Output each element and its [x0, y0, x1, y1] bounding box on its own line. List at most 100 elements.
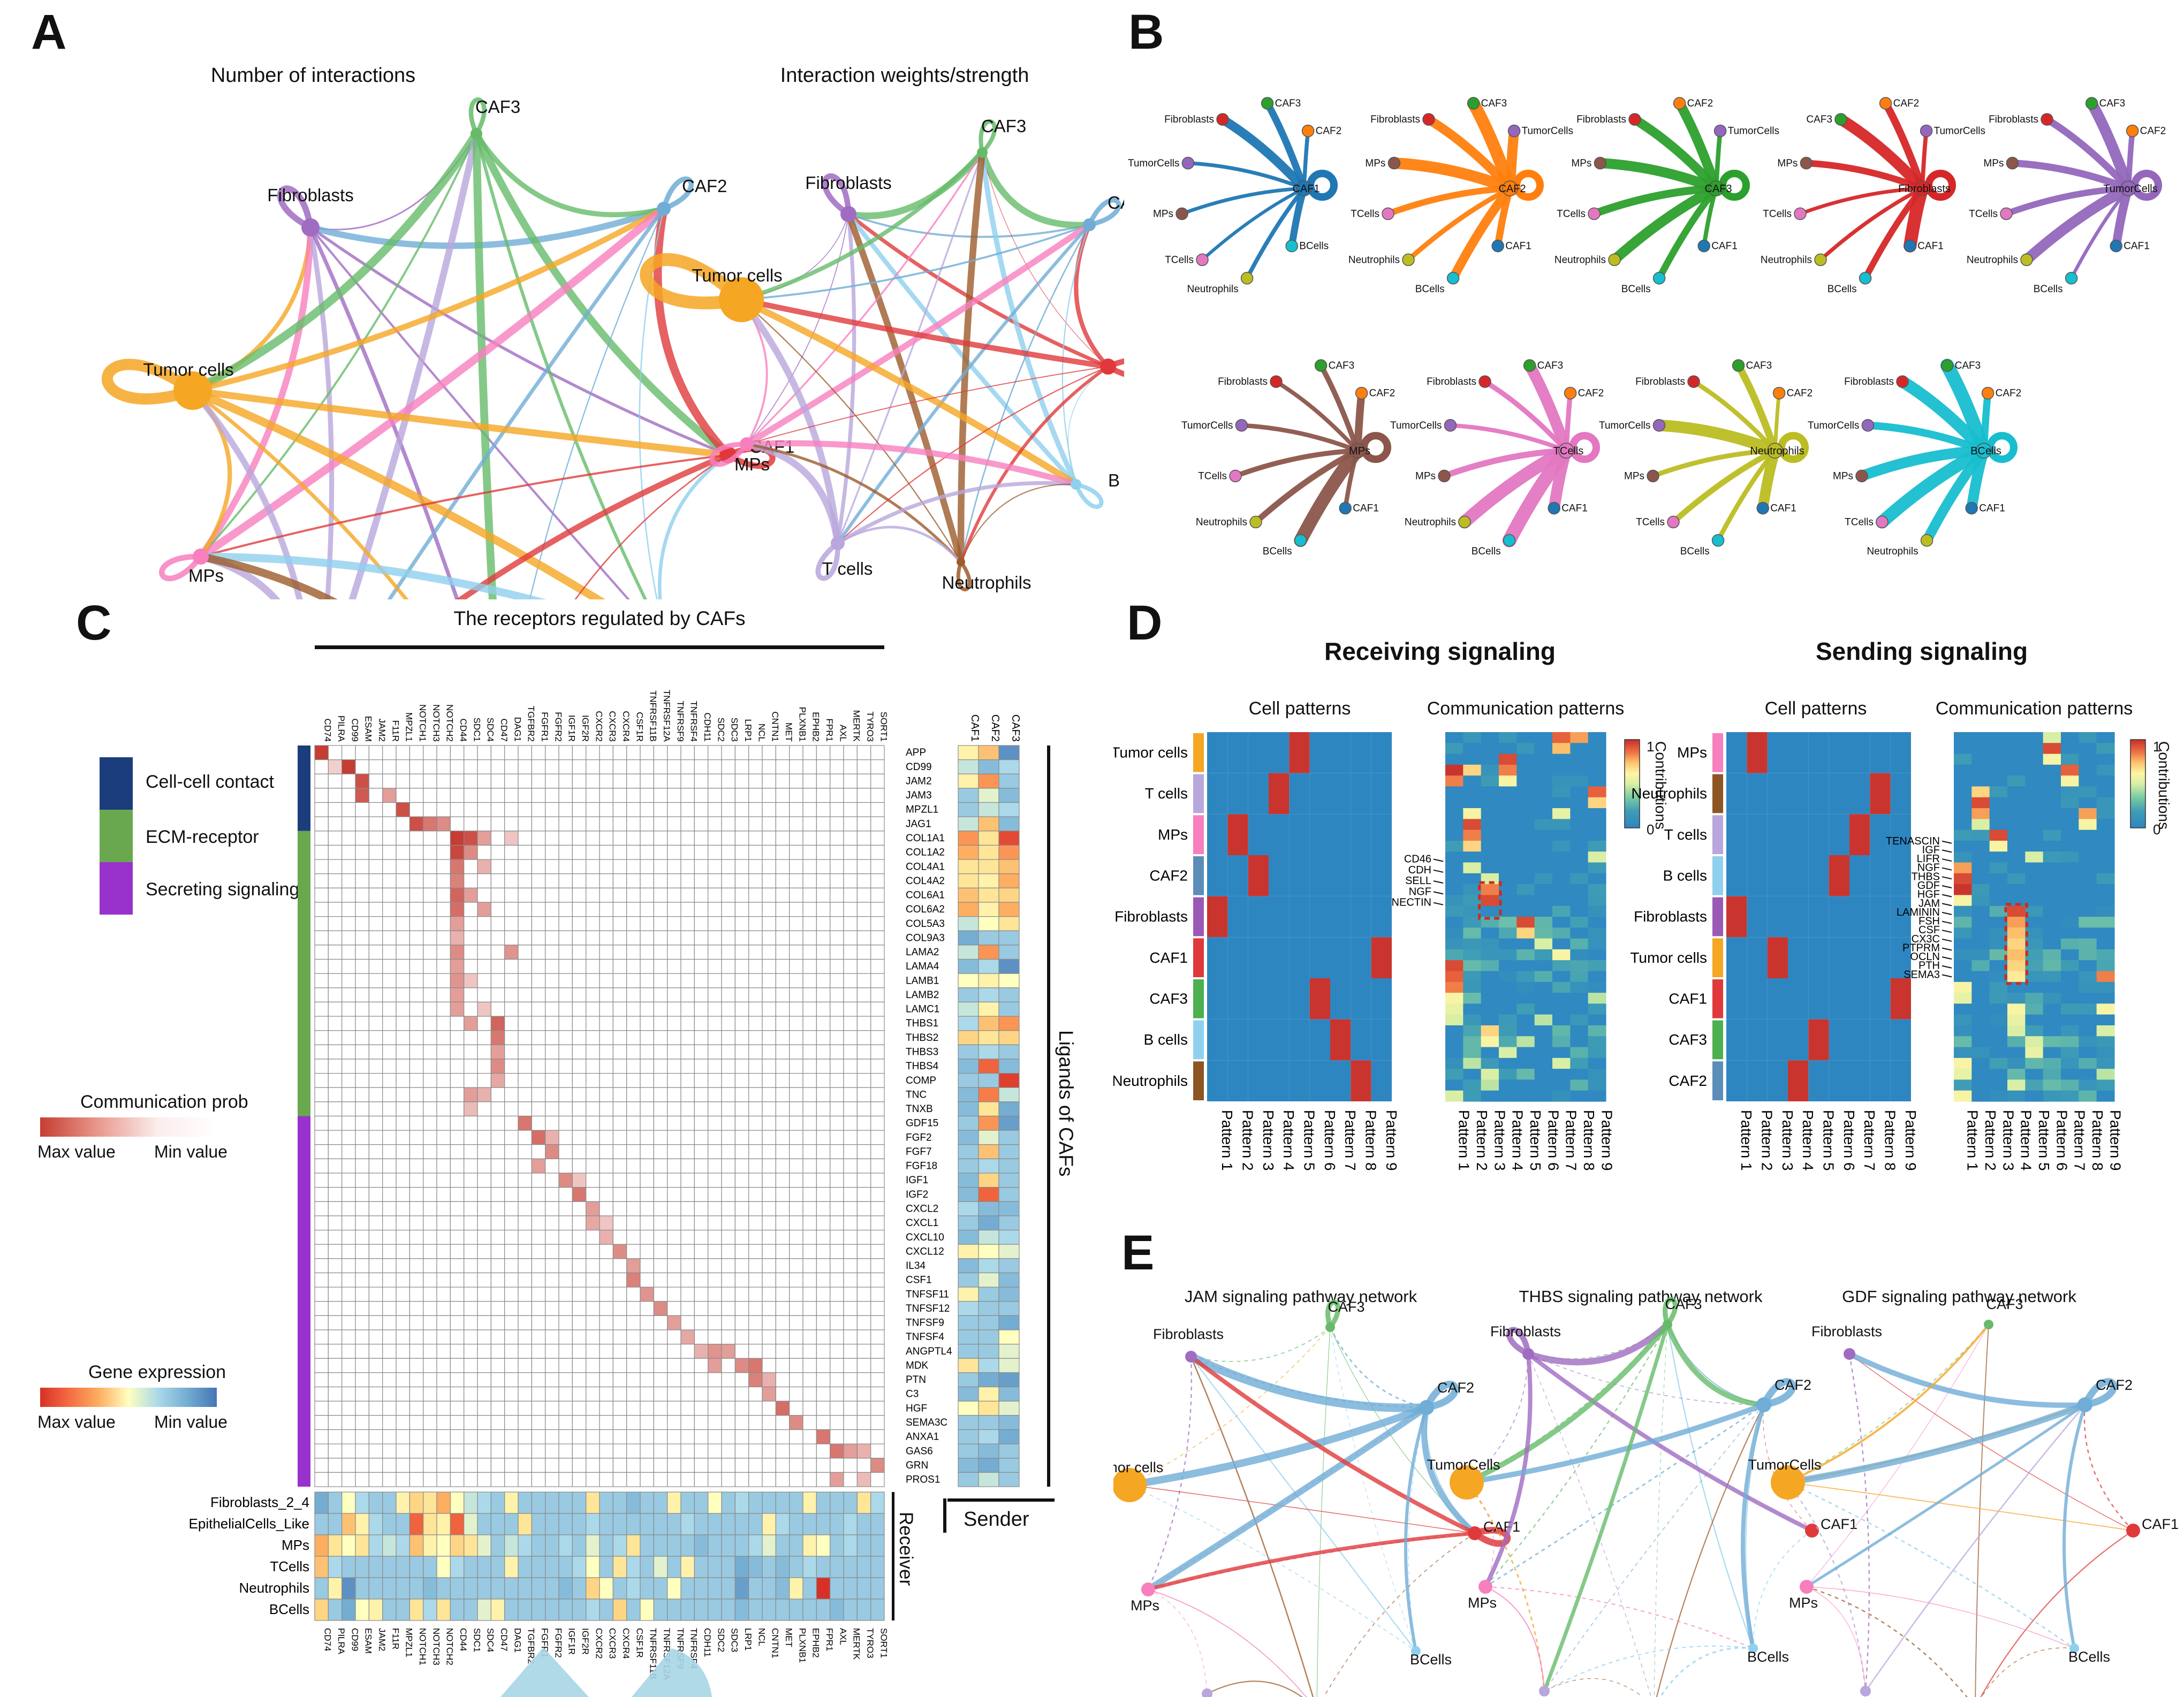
ligand-row-label: ANGPTL4: [906, 1346, 952, 1357]
prob-cell: [640, 859, 654, 874]
prob-cell: [409, 1344, 424, 1359]
prob-cell: [314, 1329, 329, 1345]
receiver-cell: [816, 1577, 831, 1600]
prob-cell: [558, 831, 573, 846]
expression-cell: [958, 1372, 979, 1388]
prob-cell: [355, 987, 369, 1003]
comm-pattern-cell: [2043, 895, 2061, 907]
expression-cell: [958, 1101, 979, 1117]
network-edge: [348, 130, 480, 599]
prob-cell: [586, 916, 600, 931]
hub-spoke: [1302, 128, 1310, 191]
comm-pattern-cell: [2007, 1057, 2026, 1069]
receiver-cell: [694, 1556, 709, 1578]
expression-cell: [958, 1229, 979, 1245]
prob-cell: [572, 1287, 587, 1302]
comm-pattern-cell: [1971, 1036, 1990, 1048]
comm-pattern-cell: [1516, 786, 1535, 798]
prob-cell: [612, 1386, 627, 1402]
ligand-row-label: ANXA1: [906, 1432, 939, 1443]
prob-cell: [342, 1130, 356, 1145]
receiver-cell: [464, 1556, 478, 1578]
prob-cell: [870, 1401, 885, 1416]
ligand-row-label: HGF: [906, 1403, 927, 1414]
prob-cell: [545, 1215, 559, 1231]
prob-cell: [667, 831, 681, 846]
prob-cell: [436, 1072, 451, 1088]
prob-cell: [368, 1386, 383, 1402]
prob-cell: [816, 788, 831, 803]
comm-pattern-cell: [2007, 830, 2026, 841]
prob-cell: [504, 1030, 519, 1045]
prob-cell: [802, 844, 817, 860]
comm-annotation-label: SEMA3: [1904, 969, 1940, 980]
cell-pattern-cell: [1330, 855, 1351, 896]
expression-cell: [998, 1315, 1020, 1330]
prob-cell: [558, 1016, 573, 1031]
prob-cell: [518, 1030, 532, 1045]
prob-cell: [734, 1101, 749, 1117]
prob-cell: [599, 1258, 613, 1274]
prob-cell: [355, 773, 369, 789]
expression-cell: [958, 1115, 979, 1131]
comm-pattern-cell: [2043, 862, 2061, 874]
cell-pattern-cell: [1747, 732, 1768, 773]
prob-cell: [789, 958, 803, 974]
prob-cell: [816, 1329, 831, 1345]
comm-pattern-cell: [1445, 1057, 1463, 1069]
comm-pattern-cell: [1588, 1047, 1606, 1059]
hub-peripheral-label: CAF2: [2140, 126, 2166, 137]
comm-pattern-cell: [1534, 840, 1553, 852]
comm-pattern-cell: [1570, 1090, 1589, 1102]
prob-cell: [626, 873, 641, 888]
prob-cell: [477, 859, 491, 874]
prob-cell: [396, 1158, 410, 1174]
pathway-node-caf1: [1805, 1524, 1819, 1538]
hub-peripheral-label: CAF2: [1369, 388, 1396, 399]
comm-pattern-cell: [1954, 1025, 1972, 1037]
prob-cell: [464, 1472, 478, 1487]
network-edge: [456, 452, 731, 599]
pathway-node-label: CAF2: [1437, 1380, 1474, 1396]
prob-cell: [477, 987, 491, 1003]
prob-cell: [396, 973, 410, 988]
prob-cell: [586, 945, 600, 960]
pathway-edge-thin: [1485, 1586, 1545, 1692]
prob-cell: [423, 945, 437, 960]
cell-pattern-cell: [1890, 896, 1911, 938]
prob-cell: [694, 1329, 709, 1345]
prob-cell: [775, 802, 790, 817]
network-self-loop: [468, 97, 487, 135]
prob-cell: [816, 873, 831, 888]
receiver-cell: [653, 1491, 668, 1514]
prob-cell: [342, 1044, 356, 1060]
cell-pattern-cell: [1269, 732, 1290, 773]
receiver-cell: [843, 1556, 858, 1578]
prob-cell: [694, 1201, 709, 1216]
prob-cell: [518, 902, 532, 917]
comm-pattern-cell: [1971, 917, 1990, 928]
prob-cell: [531, 1372, 546, 1388]
prob-cell: [450, 1415, 465, 1430]
prob-cell: [667, 1443, 681, 1459]
prob-cell: [816, 1187, 831, 1202]
receptor-col-label-bottom: MET: [784, 1628, 794, 1647]
receptor-col-label: TYRO3: [865, 711, 875, 742]
comm-pattern-cell: [2079, 775, 2097, 787]
prob-cell: [355, 1215, 369, 1231]
prob-cell: [748, 788, 763, 803]
prob-cell: [708, 1386, 722, 1402]
receiver-cell: [572, 1534, 587, 1557]
prob-cell: [816, 745, 831, 760]
cell-pattern-cell: [1269, 937, 1290, 978]
thbs-network-title: THBS signaling pathway network: [1519, 1287, 1763, 1306]
prob-cell: [314, 1130, 329, 1145]
prob-cell: [721, 1215, 735, 1231]
receptor-col-label-bottom: IGF1R: [567, 1628, 577, 1655]
cell-pattern-cell: [1371, 855, 1392, 896]
comm-pattern-cell: [1534, 1003, 1553, 1015]
prob-cell: [640, 1329, 654, 1345]
prob-cell: [477, 1173, 491, 1188]
prob-cell: [586, 1215, 600, 1231]
receiver-cell: [640, 1534, 654, 1557]
